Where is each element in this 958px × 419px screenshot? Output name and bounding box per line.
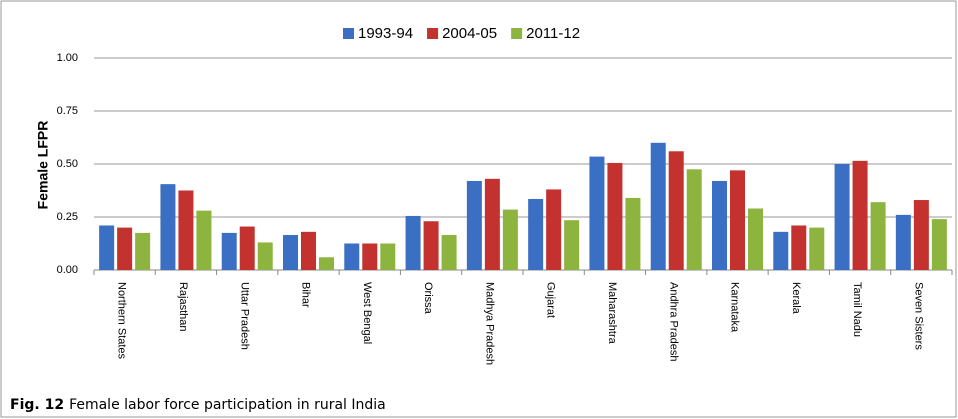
y-tick-label: 0.50 — [57, 158, 78, 170]
legend-label: 1993-94 — [358, 25, 413, 42]
bar — [135, 232, 151, 270]
bar — [834, 164, 850, 270]
y-tick-label: 0.25 — [57, 211, 78, 223]
x-tick-label: Gujarat — [545, 282, 557, 318]
bar — [221, 232, 237, 270]
caption-label: Fig. 12 — [10, 397, 64, 413]
bar — [502, 209, 518, 270]
x-tick-label: Rajasthan — [177, 282, 189, 332]
bar — [668, 151, 684, 270]
y-tick-label: 0.75 — [57, 105, 78, 117]
x-tick-label: Maharashtra — [606, 282, 618, 345]
bar — [380, 243, 396, 270]
bar — [931, 219, 947, 270]
bar — [283, 235, 298, 270]
bar — [301, 231, 316, 270]
bar — [625, 197, 641, 270]
x-tick-label: Orissa — [422, 282, 434, 315]
y-tick-label: 0.00 — [57, 264, 78, 276]
x-tick-label: Karnataka — [729, 282, 741, 333]
bar — [528, 198, 544, 270]
bar — [852, 160, 868, 270]
x-tick-label: Seven Sisters — [912, 282, 924, 350]
bar — [423, 221, 439, 270]
bar — [607, 162, 623, 270]
bar — [773, 231, 789, 270]
bar — [117, 227, 133, 270]
bar — [650, 142, 666, 270]
bar — [748, 208, 763, 270]
bar — [712, 180, 727, 270]
bar — [160, 184, 176, 270]
caption-text: Female labor force participation in rura… — [69, 397, 386, 413]
x-tick-label: Bihar — [300, 282, 312, 308]
bar — [196, 210, 212, 270]
bar — [791, 225, 807, 270]
legend-swatch — [427, 28, 439, 39]
bar — [257, 242, 273, 270]
bar — [913, 200, 929, 270]
bar — [730, 170, 745, 270]
bar — [809, 227, 825, 270]
bar — [466, 180, 482, 270]
x-tick-label: Madhya Pradesh — [483, 282, 495, 365]
bar — [895, 214, 911, 270]
x-tick-label: Northern States — [116, 282, 128, 360]
legend-label: 2004-05 — [442, 25, 497, 42]
legend-swatch — [343, 28, 354, 39]
x-tick-label: Tamil Nadu — [851, 282, 863, 337]
y-tick-label: 1.00 — [57, 52, 78, 64]
x-tick-label: Andhra Pradesh — [667, 282, 679, 362]
x-tick-label: Kerala — [790, 282, 802, 315]
bar — [564, 220, 580, 270]
bar — [441, 235, 457, 270]
bar — [319, 257, 334, 270]
bar — [239, 226, 255, 270]
caption: Fig. 12 Female labor force participation … — [10, 397, 386, 413]
bar — [178, 190, 194, 270]
x-tick-label: West Bengal — [361, 282, 373, 344]
bar — [870, 202, 886, 270]
bar — [344, 243, 360, 270]
bar — [405, 215, 421, 270]
x-tick-label: Uttar Pradesh — [238, 282, 250, 350]
legend-label: 2011-12 — [526, 25, 580, 42]
bar — [362, 243, 378, 270]
bar — [484, 178, 500, 270]
bar — [99, 225, 115, 270]
bar — [686, 169, 702, 270]
legend-swatch — [511, 28, 523, 39]
bar — [546, 189, 562, 270]
bar — [589, 156, 605, 270]
y-axis-label: Female LFPR — [35, 121, 51, 210]
